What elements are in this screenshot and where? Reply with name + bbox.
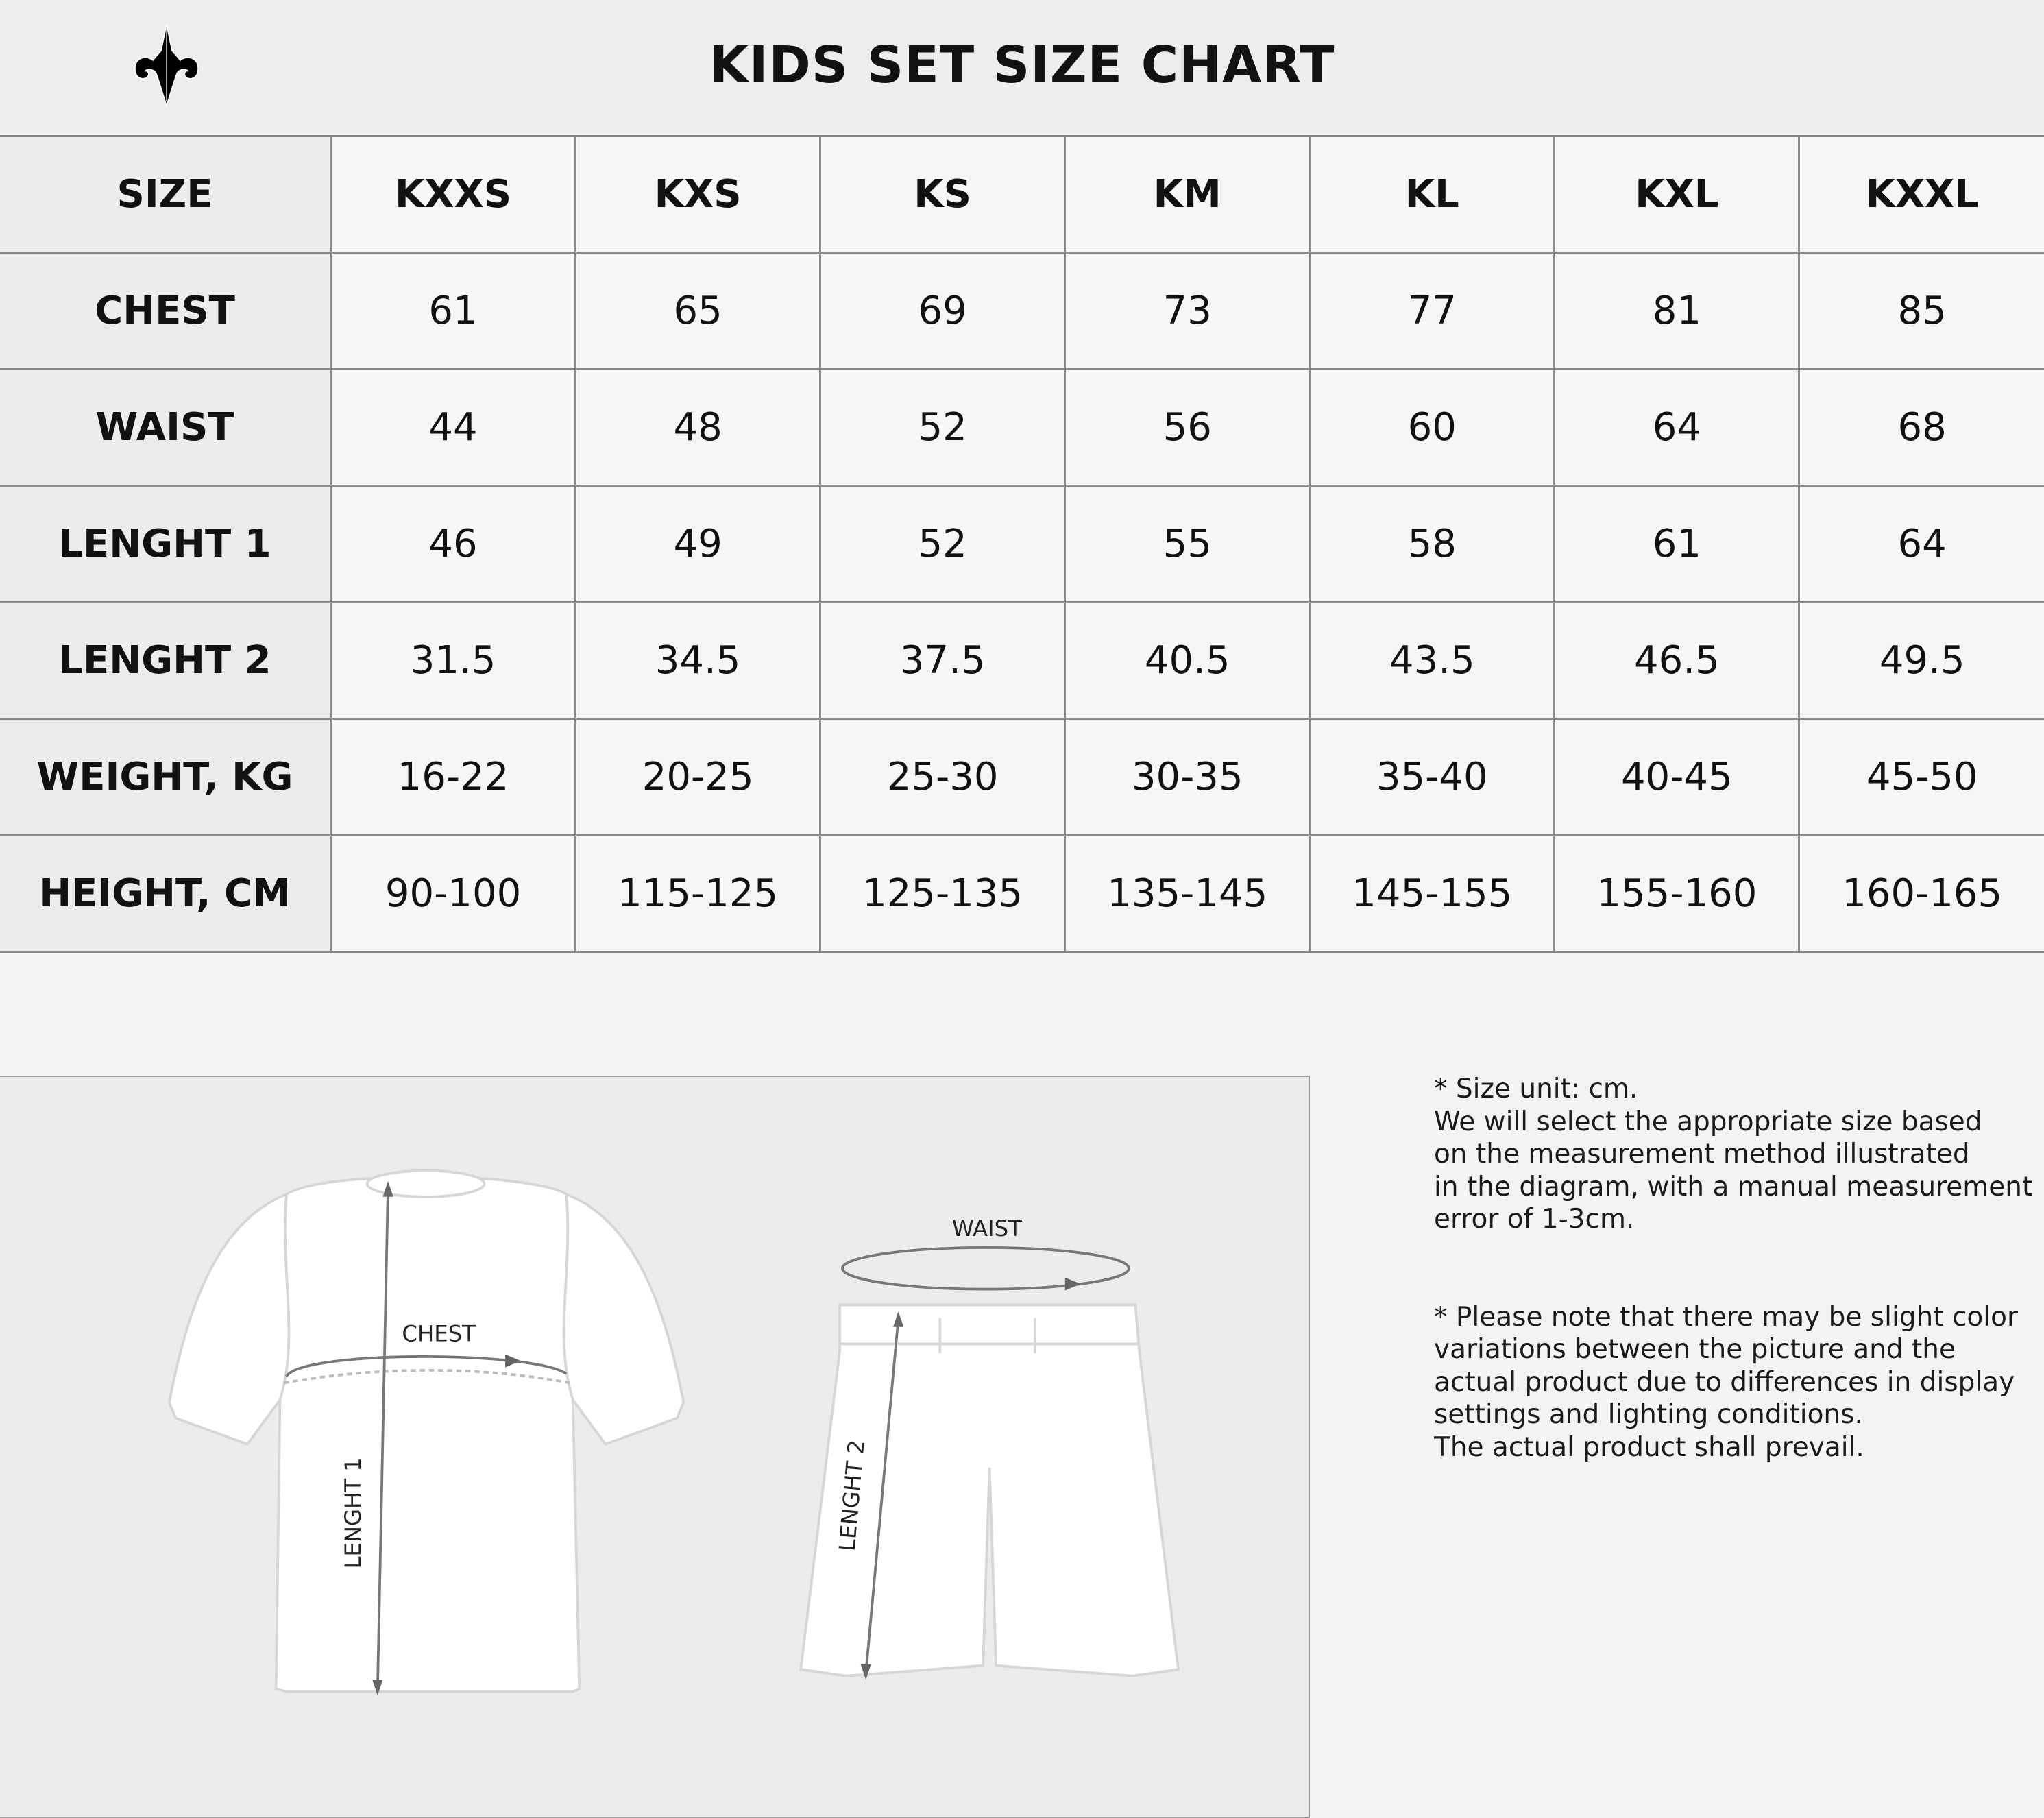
table-cell: 90-100: [329, 834, 577, 953]
table-row: LENGHT 1 46 49 52 55 58 61 64: [0, 485, 2044, 603]
table-cell: 46: [329, 485, 577, 603]
table-cell: 81: [1553, 252, 1801, 370]
header-cell: KM: [1064, 135, 1311, 254]
table-cell: 65: [574, 252, 822, 370]
table-cell: 77: [1309, 252, 1556, 370]
table-cell: 125-135: [819, 834, 1067, 953]
table-cell: 46.5: [1553, 601, 1801, 720]
table-cell: 69: [819, 252, 1067, 370]
table-row: WEIGHT, KG 16-22 20-25 25-30 30-35 35-40 40-45…: [0, 718, 2044, 836]
table-cell: 34.5: [574, 601, 822, 720]
header-cell: KXS: [574, 135, 822, 254]
header-cell: KXXL: [1798, 135, 2044, 254]
header: KIDS SET SIZE CHART: [0, 0, 2044, 136]
table-cell: 60: [1309, 368, 1556, 487]
size-unit-note: * Size unit: cm. We will select the appr…: [1434, 1074, 2033, 1235]
header-cell: KS: [819, 135, 1067, 254]
table-cell: 55: [1064, 485, 1311, 603]
table-row: LENGHT 2 31.5 34.5 37.5 40.5 43.5 46.5 49.5: [0, 601, 2044, 720]
table-cell: 73: [1064, 252, 1311, 370]
table-cell: 135-145: [1064, 834, 1311, 953]
header-cell: KXL: [1553, 135, 1801, 254]
page-title: KIDS SET SIZE CHART: [709, 36, 1335, 95]
table-row: WAIST 44 48 52 56 60 64 68: [0, 368, 2044, 487]
shorts-illustration: [799, 1303, 1180, 1677]
measurement-diagram: CHEST WAIST LENGHT 1 LENGHT 2: [0, 1076, 1310, 1818]
table-cell: 45-50: [1798, 718, 2044, 836]
table-row: HEIGHT, CM 90-100 115-125 125-135 135-145 145…: [0, 834, 2044, 953]
table-cell: 40.5: [1064, 601, 1311, 720]
notes: * Size unit: cm. We will select the appr…: [1434, 1073, 2037, 1464]
table-cell: 49.5: [1798, 601, 2044, 720]
table-cell: 44: [329, 368, 577, 487]
table-cell: 40-45: [1553, 718, 1801, 836]
table-cell: 115-125: [574, 834, 822, 953]
header-cell: KL: [1309, 135, 1556, 254]
fleur-de-lis-logo: [134, 25, 199, 107]
size-table: SIZE KXXS KXS KS KM KL KXL KXXL CHEST 61 6…: [0, 135, 2044, 953]
table-cell: 61: [329, 252, 577, 370]
table-cell: 64: [1798, 485, 2044, 603]
table-cell: 49: [574, 485, 822, 603]
header-cell: SIZE: [0, 135, 332, 254]
table-cell: 61: [1553, 485, 1801, 603]
table-cell: 20-25: [574, 718, 822, 836]
table-cell: 30-35: [1064, 718, 1311, 836]
row-label: LENGHT 1: [0, 485, 332, 603]
row-label: LENGHT 2: [0, 601, 332, 720]
table-cell: 25-30: [819, 718, 1067, 836]
arrowheads: [372, 1181, 1081, 1696]
table-cell: 52: [819, 368, 1067, 487]
row-label: HEIGHT, CM: [0, 834, 332, 953]
row-label: CHEST: [0, 252, 332, 370]
table-cell: 64: [1553, 368, 1801, 487]
table-cell: 16-22: [329, 718, 577, 836]
measurement-lines: [285, 1187, 1130, 1689]
table-cell: 48: [574, 368, 822, 487]
color-variation-note: * Please note that there may be slight c…: [1434, 1301, 2018, 1463]
row-label: WAIST: [0, 368, 332, 487]
table-cell: 58: [1309, 485, 1556, 603]
table-cell: 68: [1798, 368, 2044, 487]
table-cell: 43.5: [1309, 601, 1556, 720]
table-cell: 145-155: [1309, 834, 1556, 953]
table-cell: 155-160: [1553, 834, 1801, 953]
table-cell: 85: [1798, 252, 2044, 370]
table-cell: 31.5: [329, 601, 577, 720]
table-row: CHEST 61 65 69 73 77 81 85: [0, 252, 2044, 370]
row-label: WEIGHT, KG: [0, 718, 332, 836]
shirt-illustration: [167, 1169, 685, 1693]
table-cell: 35-40: [1309, 718, 1556, 836]
table-header-row: SIZE KXXS KXS KS KM KL KXL KXXL: [0, 135, 2044, 254]
waist-label: WAIST: [952, 1215, 1022, 1241]
length1-label: LENGHT 1: [340, 1457, 366, 1568]
table-cell: 160-165: [1798, 834, 2044, 953]
table-cell: 37.5: [819, 601, 1067, 720]
chest-label: CHEST: [402, 1321, 476, 1347]
table-cell: 52: [819, 485, 1067, 603]
header-cell: KXXS: [329, 135, 577, 254]
table-cell: 56: [1064, 368, 1311, 487]
